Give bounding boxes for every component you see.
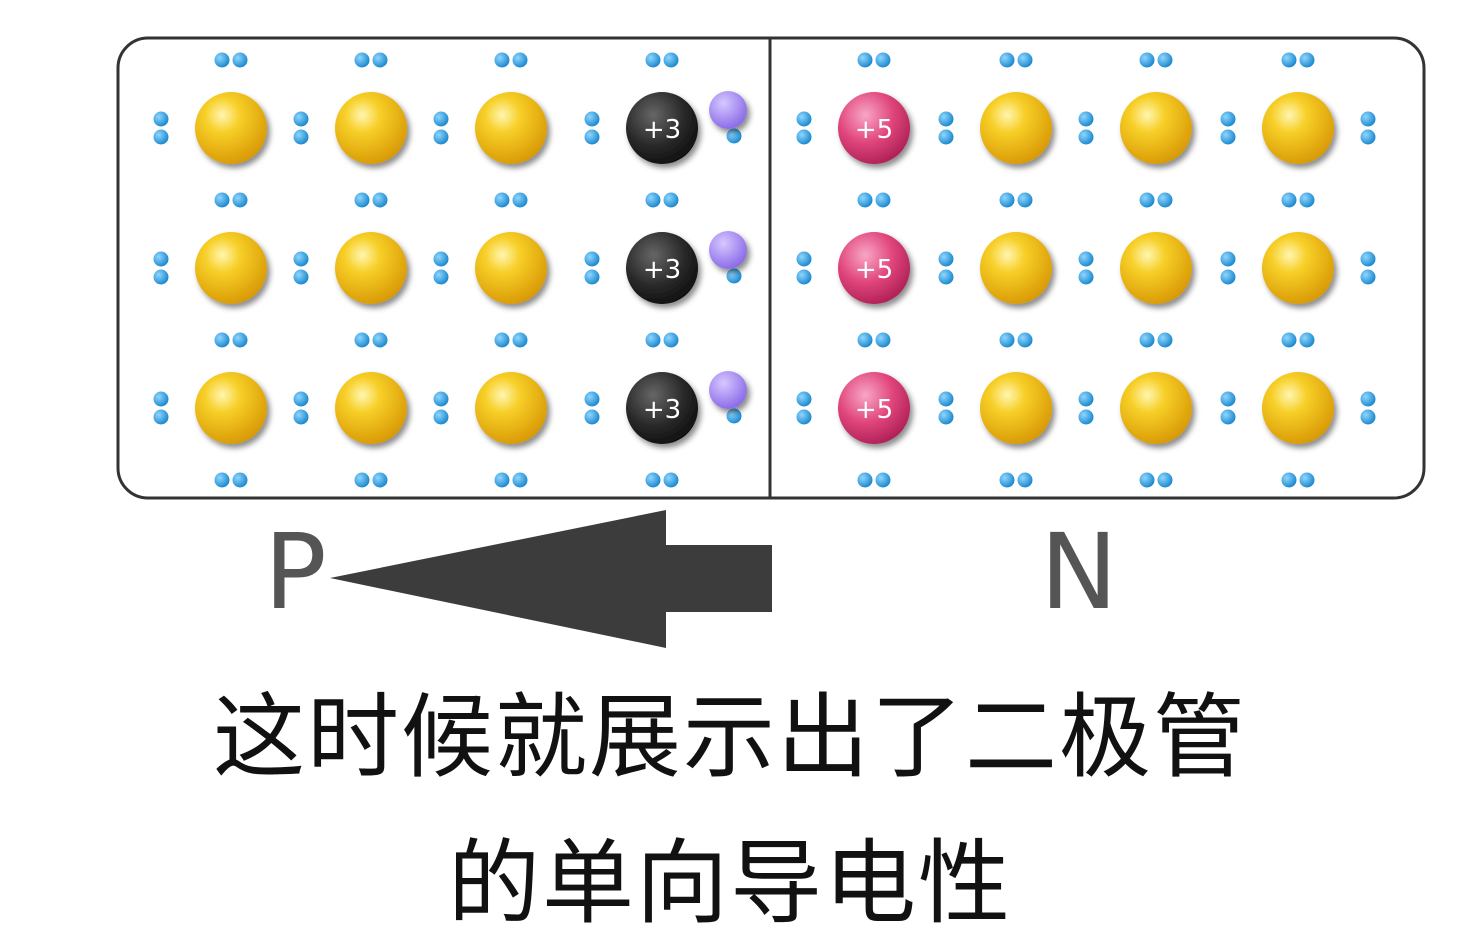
valence-electron-pair [1281, 332, 1315, 348]
valence-electron-pair [494, 472, 528, 488]
valence-electron-pair [1078, 251, 1094, 285]
acceptor-ion [626, 232, 698, 304]
valence-electron-pair [1220, 111, 1236, 145]
valence-electron-pair [214, 332, 248, 348]
donor-ion-charge-label: +5 [855, 255, 893, 285]
valence-electron-pair [293, 251, 309, 285]
donor-ion [838, 232, 910, 304]
silicon-atom [335, 372, 407, 444]
silicon-atom [475, 232, 547, 304]
valence-electron-pair [584, 111, 600, 145]
valence-electron-pair [645, 332, 679, 348]
valence-electron-pair [1360, 111, 1376, 145]
valence-electron-pair [1281, 192, 1315, 208]
valence-electron-pair [1360, 391, 1376, 425]
acceptor-ion-charge-label: +3 [643, 255, 681, 285]
valence-electron-pair [857, 332, 891, 348]
valence-electron-pair [584, 251, 600, 285]
valence-electron-pair [494, 332, 528, 348]
valence-electron-pair [1281, 52, 1315, 68]
valence-electron-pair [433, 251, 449, 285]
valence-electron-pair [354, 192, 388, 208]
valence-electron-pair [214, 192, 248, 208]
silicon-atom [195, 92, 267, 164]
valence-electron-pair [1360, 251, 1376, 285]
valence-electron-pair [1139, 192, 1173, 208]
acceptor-ion [626, 92, 698, 164]
valence-electron-pair [153, 251, 169, 285]
valence-electron-pair [1078, 111, 1094, 145]
valence-electron-pair [938, 391, 954, 425]
valence-electron-pair [938, 111, 954, 145]
valence-electron-pair [857, 472, 891, 488]
valence-electron-pair [354, 332, 388, 348]
valence-electron-pair [796, 111, 812, 145]
silicon-atom [980, 232, 1052, 304]
current-direction-arrow [330, 510, 772, 648]
valence-electron-pair [796, 251, 812, 285]
silicon-atom [1120, 232, 1192, 304]
donor-ion-charge-label: +5 [855, 115, 893, 145]
silicon-atom [1262, 232, 1334, 304]
silicon-atom [335, 232, 407, 304]
valence-electron-pair [153, 111, 169, 145]
valence-electron-pair [433, 111, 449, 145]
valence-electron-pair [1078, 391, 1094, 425]
valence-electron-pair [1139, 332, 1173, 348]
hole [709, 231, 747, 284]
donor-ion-charge-label: +5 [855, 395, 893, 425]
hole [709, 371, 747, 424]
valence-electron-pair [645, 192, 679, 208]
valence-electron-pair [645, 472, 679, 488]
donor-ion [838, 92, 910, 164]
silicon-atom [1120, 372, 1192, 444]
silicon-atom [475, 92, 547, 164]
silicon-atom [980, 92, 1052, 164]
valence-electron-pair [293, 391, 309, 425]
valence-electron-pair [938, 251, 954, 285]
valence-electron-pair [999, 192, 1033, 208]
silicon-atom [195, 372, 267, 444]
valence-electron-pair [494, 52, 528, 68]
valence-electron-pair [1220, 391, 1236, 425]
valence-electron-pair [214, 52, 248, 68]
p-region-label: P [264, 511, 327, 633]
valence-electron-pair [433, 391, 449, 425]
valence-electron-pair [293, 111, 309, 145]
silicon-atom [195, 232, 267, 304]
valence-electron-pair [1220, 251, 1236, 285]
acceptor-ion-charge-label: +3 [643, 115, 681, 145]
valence-electron-pair [999, 332, 1033, 348]
valence-electron-pair [214, 472, 248, 488]
caption-line-2: 的单向导电性 [447, 830, 1012, 937]
acceptor-ion [626, 372, 698, 444]
valence-electron-pair [153, 391, 169, 425]
valence-electron-pair [1139, 472, 1173, 488]
donor-ion [838, 372, 910, 444]
valence-electron-pair [796, 391, 812, 425]
silicon-atom [1262, 92, 1334, 164]
silicon-atom [335, 92, 407, 164]
hole [709, 91, 747, 144]
valence-electron-pair [494, 192, 528, 208]
silicon-atom [1262, 372, 1334, 444]
valence-electron-pair [354, 472, 388, 488]
valence-electron-pair [999, 472, 1033, 488]
silicon-atom [475, 372, 547, 444]
valence-electron-pair [645, 52, 679, 68]
silicon-atom [1120, 92, 1192, 164]
caption-line-1: 这时候就展示出了二极管 [212, 684, 1247, 791]
valence-electron-pair [1281, 472, 1315, 488]
valence-electron-pair [1139, 52, 1173, 68]
valence-electron-pair [584, 391, 600, 425]
n-region-label: N [1040, 511, 1118, 633]
silicon-atom [980, 372, 1052, 444]
valence-electron-pair [857, 52, 891, 68]
valence-electron-pair [857, 192, 891, 208]
acceptor-ion-charge-label: +3 [643, 395, 681, 425]
valence-electron-pair [354, 52, 388, 68]
valence-electron-pair [999, 52, 1033, 68]
pn-junction-diagram: +3 +5 +3 +5 +3 +5 [116, 36, 1426, 648]
